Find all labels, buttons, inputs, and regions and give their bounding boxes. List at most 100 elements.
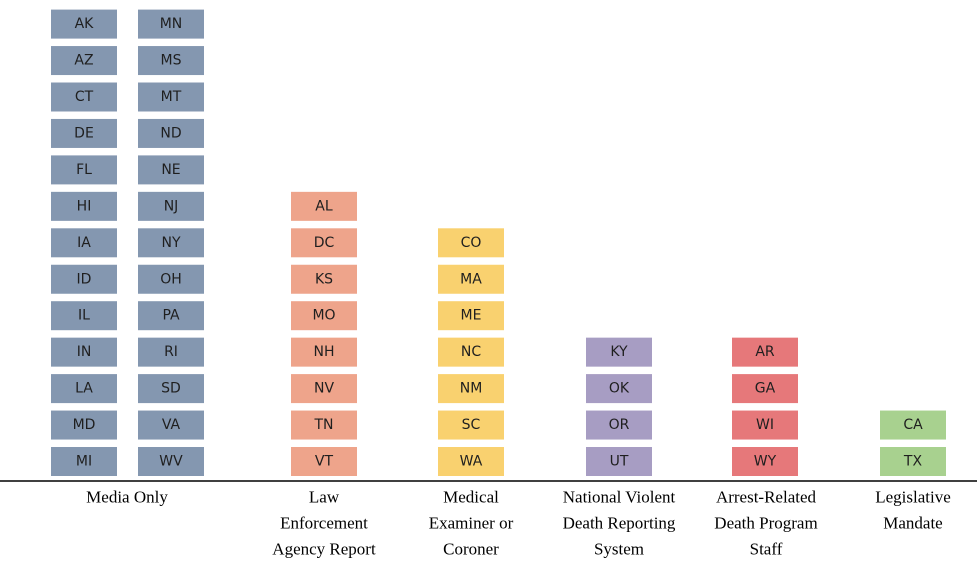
state-box <box>438 301 504 331</box>
state-label: CO <box>461 235 482 251</box>
state-box <box>51 374 117 404</box>
category-label: Death Reporting <box>563 514 676 533</box>
state-box <box>51 337 117 367</box>
state-label: CT <box>75 89 94 105</box>
state-label: DC <box>314 235 335 251</box>
state-box <box>438 228 504 258</box>
category-label: Media Only <box>86 488 168 507</box>
state-box <box>138 410 204 440</box>
state-label: MA <box>460 271 482 287</box>
state-box <box>732 410 798 440</box>
state-box <box>880 447 946 476</box>
category-label: National Violent <box>563 488 676 507</box>
state-box <box>51 155 117 185</box>
state-label: NJ <box>164 198 179 214</box>
category-label: Coroner <box>443 540 499 559</box>
state-box <box>438 447 504 476</box>
state-label: NH <box>314 344 335 360</box>
state-label: RI <box>164 344 178 360</box>
state-box <box>880 410 946 440</box>
state-box <box>51 46 117 76</box>
state-label: IN <box>77 344 92 360</box>
state-label: MO <box>312 308 335 324</box>
state-box <box>138 264 204 294</box>
state-label: WI <box>756 417 774 433</box>
state-box <box>291 228 357 258</box>
state-label: NC <box>461 344 481 360</box>
state-label: MS <box>161 53 182 69</box>
state-label: OK <box>609 381 630 397</box>
state-box <box>586 410 652 440</box>
state-label: AZ <box>74 53 93 69</box>
category-label: System <box>594 540 644 559</box>
state-box <box>291 191 357 221</box>
state-box <box>138 9 204 39</box>
state-label: OH <box>160 271 182 287</box>
state-box <box>732 447 798 476</box>
state-label: ME <box>461 308 482 324</box>
state-label: VA <box>162 417 181 433</box>
state-box <box>138 337 204 367</box>
state-box <box>51 82 117 112</box>
state-box <box>51 9 117 39</box>
category-label: Enforcement <box>280 514 368 533</box>
state-label: GA <box>755 381 776 397</box>
state-box <box>51 228 117 258</box>
state-label: NY <box>161 235 180 251</box>
state-label: MT <box>161 89 182 105</box>
state-box <box>51 301 117 331</box>
state-label: SC <box>462 417 481 433</box>
state-label: VT <box>315 454 334 470</box>
category-label: Staff <box>750 540 783 559</box>
state-label: DE <box>74 125 94 141</box>
state-box <box>291 447 357 476</box>
state-label: AK <box>75 16 95 32</box>
state-label: KS <box>315 271 333 287</box>
state-box <box>732 337 798 367</box>
state-box <box>438 374 504 404</box>
category-label: Death Program <box>714 514 817 533</box>
state-box <box>138 228 204 258</box>
state-box <box>51 410 117 440</box>
state-label: TX <box>903 454 923 470</box>
state-label: KY <box>610 344 628 360</box>
state-box <box>51 447 117 476</box>
state-box <box>291 410 357 440</box>
state-label: TN <box>313 417 333 433</box>
state-label: NV <box>314 381 334 397</box>
state-label: ID <box>77 271 92 287</box>
state-label: WV <box>159 454 183 470</box>
state-label: WY <box>754 454 777 470</box>
state-label: IA <box>77 235 91 251</box>
state-box <box>291 264 357 294</box>
category-label: Arrest-Related <box>716 488 817 507</box>
state-box <box>586 374 652 404</box>
category-label: Legislative <box>875 488 951 507</box>
state-label: AL <box>315 198 333 214</box>
state-box <box>291 374 357 404</box>
category-label: Law <box>309 488 340 507</box>
category-label: Agency Report <box>272 540 376 559</box>
state-label: WA <box>460 454 483 470</box>
state-box <box>138 46 204 76</box>
state-box <box>586 337 652 367</box>
state-label: CA <box>903 417 923 433</box>
state-label: AR <box>755 344 775 360</box>
state-box <box>586 447 652 476</box>
state-box <box>138 82 204 112</box>
state-box <box>138 301 204 331</box>
state-box <box>51 264 117 294</box>
state-box <box>438 264 504 294</box>
state-label: MN <box>160 16 183 32</box>
category-label: Medical <box>443 488 499 507</box>
state-label: HI <box>77 198 92 214</box>
state-label: MD <box>73 417 96 433</box>
state-box <box>138 191 204 221</box>
state-label: IL <box>78 308 90 324</box>
state-box <box>51 191 117 221</box>
state-label: NE <box>161 162 180 178</box>
state-label: NM <box>460 381 483 397</box>
state-box <box>138 155 204 185</box>
state-label: ND <box>160 125 181 141</box>
